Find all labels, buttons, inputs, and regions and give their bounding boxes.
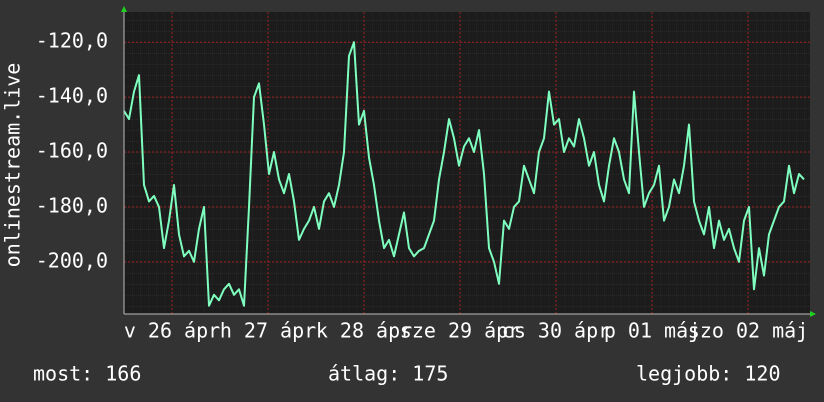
y-tick-label: -200,0 xyxy=(36,248,108,272)
y-tick-label: -120,0 xyxy=(36,29,108,53)
y-tick-label: -160,0 xyxy=(36,139,108,163)
x-tick-label: sze 29 ápr xyxy=(400,319,520,343)
x-tick-label: cs 30 ápr xyxy=(502,319,610,343)
x-tick-label: k 28 ápr xyxy=(316,319,412,343)
y-tick-label: -180,0 xyxy=(36,193,108,217)
y-axis-label: onlinestream.live xyxy=(1,63,25,268)
x-tick-label: h 27 ápr xyxy=(220,319,316,343)
stat-average: átlag: 175 xyxy=(328,362,448,386)
x-arrow xyxy=(810,311,816,317)
stat-best: legjobb: 120 xyxy=(636,362,781,386)
series-line xyxy=(123,41,805,307)
x-tick-label: p 01 máj xyxy=(604,319,700,343)
plot-area xyxy=(124,12,810,314)
stat-current: most: 166 xyxy=(33,362,141,386)
x-tick-label: v 26 ápr xyxy=(124,319,220,343)
y-tick-label: -140,0 xyxy=(36,84,108,108)
y-arrow xyxy=(121,6,127,12)
x-tick-label: szo 02 máj xyxy=(688,319,808,343)
